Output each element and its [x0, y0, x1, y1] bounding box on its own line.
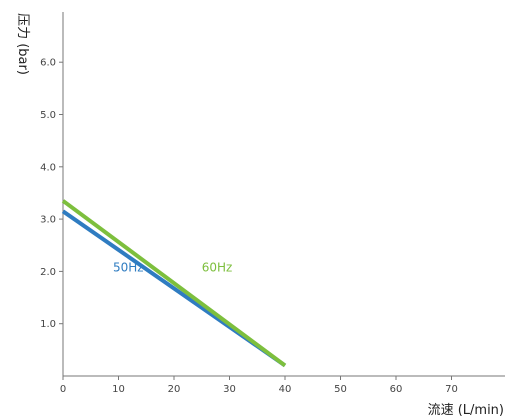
- x-axis-title: 流速 (L/min): [428, 403, 504, 418]
- y-tick-label: 2.0: [40, 267, 56, 278]
- x-tick-label: 70: [445, 384, 458, 395]
- x-tick-label: 20: [168, 384, 181, 395]
- series-lines: [61, 199, 287, 368]
- y-tick-label: 6.0: [40, 58, 56, 69]
- x-tick-label: 60: [390, 384, 403, 395]
- y-tick-label: 4.0: [40, 162, 56, 173]
- series-labels: 50Hz 60Hz: [113, 260, 232, 274]
- x-tick-label: 0: [60, 384, 66, 395]
- x-tick-label: 40: [279, 384, 292, 395]
- x-tick-label: 30: [223, 384, 236, 395]
- y-tick-label: 5.0: [40, 110, 56, 121]
- x-ticks: 0 10 20 30 40 50 60 70: [60, 376, 458, 395]
- y-tick-label: 3.0: [40, 215, 56, 226]
- x-tick-label: 10: [112, 384, 125, 395]
- axes: [62, 12, 505, 377]
- series-label-50hz: 50Hz: [113, 260, 144, 274]
- y-ticks: 1.0 2.0 3.0 4.0 5.0 6.0: [40, 58, 63, 330]
- series-line-60hz: [61, 199, 287, 368]
- y-tick-label: 1.0: [40, 319, 56, 330]
- x-tick-label: 50: [334, 384, 347, 395]
- series-label-60hz: 60Hz: [202, 260, 233, 274]
- y-axis-title: 压力 (bar): [15, 13, 30, 75]
